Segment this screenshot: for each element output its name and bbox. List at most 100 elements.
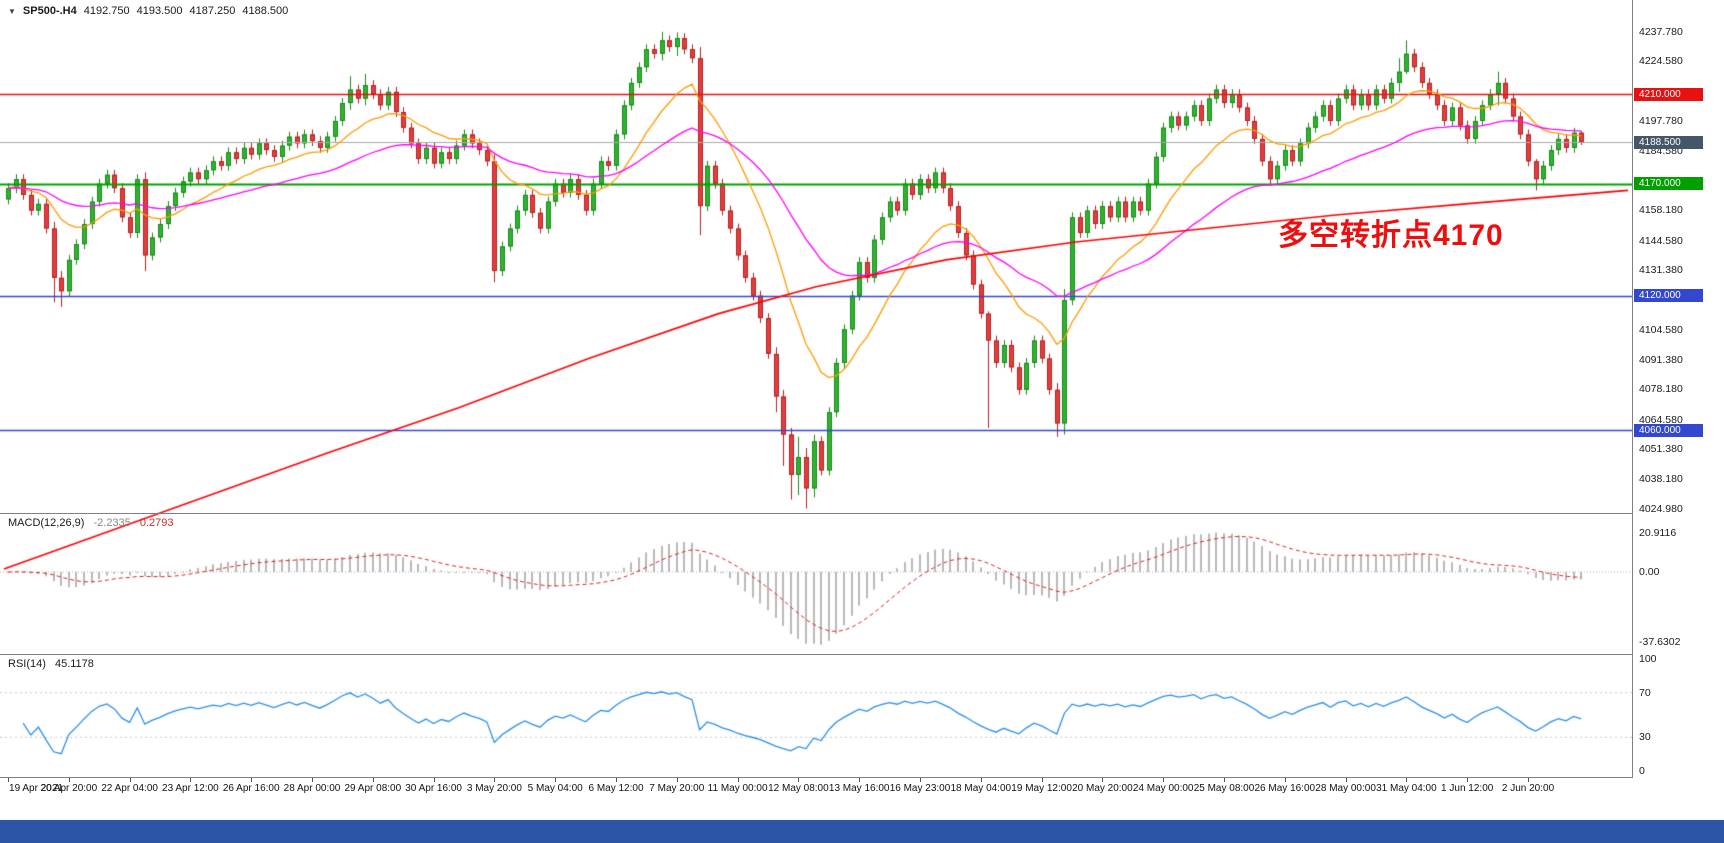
time-tick-label: 3 May 20:00 xyxy=(466,783,522,794)
rsi-indicator-label: RSI(14) 45.1178 xyxy=(8,658,100,670)
time-tick xyxy=(190,778,192,782)
chart-text-annotation[interactable]: 多空转折点4170 xyxy=(1278,219,1504,252)
time-tick-label: 23 Apr 12:00 xyxy=(162,783,219,794)
time-tick xyxy=(555,778,557,782)
time-tick xyxy=(1041,778,1043,782)
price-line-badge: 4060.000 xyxy=(1634,423,1703,437)
chart-menu-icon[interactable]: ▼ xyxy=(8,6,16,16)
price-tick-label: 4237.780 xyxy=(1639,25,1683,38)
time-tick-label: 26 Apr 16:00 xyxy=(222,783,280,794)
time-tick xyxy=(1345,778,1347,782)
time-tick xyxy=(433,778,435,782)
time-tick xyxy=(859,778,861,782)
symbol-timeframe-label: SP500-.H4 xyxy=(22,5,77,17)
price-tick-label: 4051.380 xyxy=(1639,443,1683,456)
price-tick-label: 4024.980 xyxy=(1639,502,1683,515)
time-tick xyxy=(494,778,496,782)
time-tick xyxy=(737,778,739,782)
macd-axis-label: -37.6302 xyxy=(1639,636,1681,649)
time-tick xyxy=(372,778,374,782)
price-tick-label: 4158.180 xyxy=(1639,204,1683,217)
price-tick-label: 4197.780 xyxy=(1639,115,1683,128)
price-line-badge: 4188.500 xyxy=(1634,135,1703,149)
price-tick-label: 4144.580 xyxy=(1639,234,1683,247)
panel-separator xyxy=(0,777,1724,778)
price-tick-label: 4078.180 xyxy=(1639,383,1683,396)
time-tick xyxy=(1163,778,1165,782)
time-tick-label: 6 May 12:00 xyxy=(588,783,644,794)
time-tick-label: 28 May 00:00 xyxy=(1315,783,1376,794)
time-tick-label: 20 Apr 20:00 xyxy=(40,783,98,794)
price-tick-label: 4104.580 xyxy=(1639,324,1683,337)
price-tick-label: 4131.380 xyxy=(1639,264,1683,277)
time-tick xyxy=(1224,778,1225,782)
panel-separator xyxy=(0,654,1724,655)
time-tick xyxy=(798,778,800,782)
time-tick xyxy=(920,778,921,782)
candlestick-chart-canvas[interactable] xyxy=(0,0,1632,778)
time-tick xyxy=(129,778,131,782)
time-tick-label: 16 May 23:00 xyxy=(889,783,951,794)
taskbar-strip xyxy=(0,820,1724,843)
time-tick xyxy=(1467,778,1469,782)
time-tick-label: 19 Apr 2021 xyxy=(9,783,63,794)
rsi-axis-label: 0 xyxy=(1639,765,1645,777)
time-tick xyxy=(312,778,313,782)
time-tick xyxy=(1528,778,1529,782)
price-line-badge: 4210.000 xyxy=(1634,87,1703,101)
ohlc-low: 4187.250 xyxy=(189,5,236,17)
time-tick xyxy=(1102,778,1104,782)
ohlc-high: 4193.500 xyxy=(136,5,183,17)
time-tick-label: 20 May 20:00 xyxy=(1072,783,1133,794)
time-tick xyxy=(8,778,9,782)
price-scale[interactable]: 4237.780 4224.580 4197.780 4184.580 4158.180… xyxy=(1632,0,1724,778)
rsi-axis-label: 100 xyxy=(1639,653,1657,665)
time-tick xyxy=(676,778,678,782)
time-tick xyxy=(251,778,253,782)
time-tick-label: 24 May 00:00 xyxy=(1132,783,1194,794)
time-tick-label: 22 Apr 04:00 xyxy=(101,783,158,794)
time-tick-label: 5 May 04:00 xyxy=(527,783,583,794)
rsi-axis-label: 30 xyxy=(1639,731,1651,744)
price-line-badge: 4120.000 xyxy=(1634,289,1703,303)
time-tick-label: 7 May 20:00 xyxy=(649,783,705,794)
macd-signal-value: 0.2793 xyxy=(139,517,174,529)
rsi-axis-label: 70 xyxy=(1639,686,1651,699)
time-tick-label: 1 Jun 12:00 xyxy=(1441,783,1494,794)
rsi-value: 45.1178 xyxy=(54,658,94,670)
price-line-badge: 4170.000 xyxy=(1634,177,1703,191)
time-tick-label: 18 May 04:00 xyxy=(950,783,1012,794)
price-tick-label: 4038.180 xyxy=(1639,472,1683,485)
time-tick-label: 26 May 16:00 xyxy=(1254,783,1316,794)
time-tick xyxy=(616,778,617,782)
time-tick-label: 28 Apr 00:00 xyxy=(283,783,341,794)
time-scale[interactable]: 19 Apr 2021 20 Apr 20:00 22 Apr 04:00 23 Ap… xyxy=(0,778,1632,802)
price-tick-label: 4091.380 xyxy=(1639,353,1683,366)
chart-header: ▼ SP500-.H4 4192.750 4193.500 4187.250 4… xyxy=(8,5,288,17)
time-tick xyxy=(1284,778,1286,782)
macd-name: MACD(12,26,9) xyxy=(8,517,85,529)
macd-indicator-label: MACD(12,26,9) -2.2335 0.2793 xyxy=(8,517,180,529)
time-tick-label: 31 May 04:00 xyxy=(1376,783,1437,794)
time-tick-label: 13 May 16:00 xyxy=(828,783,890,794)
time-tick-label: 25 May 08:00 xyxy=(1193,783,1255,794)
time-tick-label: 29 Apr 08:00 xyxy=(344,783,402,794)
time-tick-label: 12 May 08:00 xyxy=(768,783,829,794)
time-tick xyxy=(980,778,982,782)
time-tick xyxy=(68,778,70,782)
macd-axis-label: 20.9116 xyxy=(1639,527,1677,540)
macd-axis-label: 0.00 xyxy=(1639,565,1660,578)
price-tick-label: 4224.580 xyxy=(1639,55,1683,68)
ohlc-open: 4192.750 xyxy=(83,5,130,17)
ohlc-close: 4188.500 xyxy=(242,5,289,17)
panel-separator xyxy=(0,513,1724,514)
price-tick-label: 4064.580 xyxy=(1639,413,1683,426)
time-tick-label: 19 May 12:00 xyxy=(1011,783,1072,794)
macd-main-value: -2.2335 xyxy=(93,517,131,529)
time-tick xyxy=(1406,778,1408,782)
rsi-name: RSI(14) xyxy=(8,658,46,670)
time-tick-label: 30 Apr 16:00 xyxy=(405,783,462,794)
time-tick-label: 11 May 00:00 xyxy=(707,783,768,794)
time-tick-label: 2 Jun 20:00 xyxy=(1501,783,1555,794)
